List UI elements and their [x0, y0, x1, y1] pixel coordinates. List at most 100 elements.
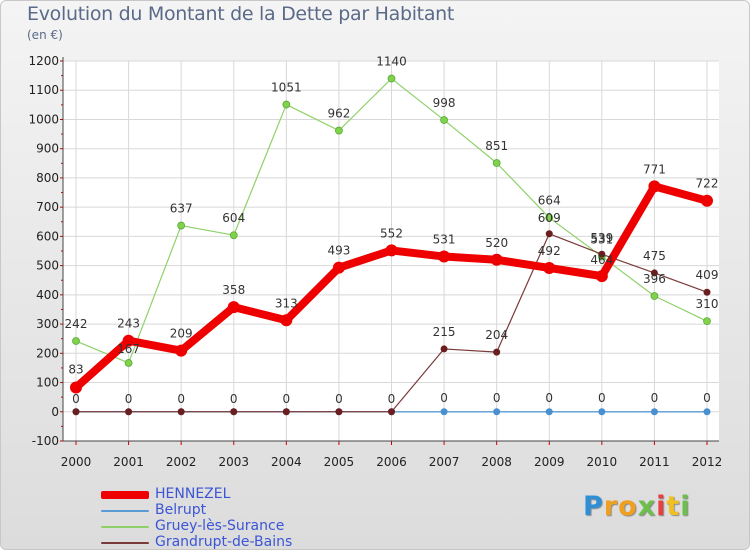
- legend-label-belrupt: Belrupt: [155, 502, 207, 518]
- data-point: [332, 261, 345, 274]
- data-label-gruey: 851: [485, 139, 508, 153]
- data-label-hennezel: 493: [327, 244, 350, 258]
- data-label-gruey: 396: [643, 272, 666, 286]
- x-tick-label: 2011: [639, 455, 670, 469]
- axes: -100010020030040050060070080090010001100…: [28, 54, 722, 469]
- data-label-hennezel: 771: [643, 162, 666, 176]
- data-point: [72, 337, 80, 345]
- y-tick-label: 1200: [28, 54, 59, 68]
- legend-swatch-hennezel: [101, 491, 149, 499]
- x-tick-label: 2001: [113, 455, 144, 469]
- x-tick-label: 2002: [166, 455, 197, 469]
- legend-swatch-grandrupt: [101, 542, 149, 544]
- y-tick-label: 300: [36, 317, 59, 331]
- data-point: [440, 408, 448, 416]
- legend-swatch-belrupt: [101, 510, 149, 512]
- x-tick-label: 2007: [429, 455, 460, 469]
- data-point: [650, 292, 659, 300]
- data-label-grandrupt: 0: [388, 392, 396, 406]
- data-point: [280, 314, 293, 327]
- legend-label-gruey: Gruey-lès-Surance: [155, 518, 285, 534]
- data-point: [545, 213, 554, 222]
- data-label-gruey: 310: [696, 297, 719, 311]
- data-point: [440, 345, 448, 353]
- x-tick-label: 2012: [692, 455, 723, 469]
- x-tick-label: 2000: [61, 455, 92, 469]
- data-label-gruey: 664: [538, 194, 561, 208]
- data-label-hennezel: 722: [696, 177, 719, 191]
- data-point: [492, 159, 501, 167]
- x-tick-label: 2009: [534, 455, 565, 469]
- data-point: [598, 408, 606, 416]
- chart-title: Evolution du Montant de la Dette par Hab…: [27, 3, 455, 25]
- data-label-grandrupt: 609: [538, 211, 561, 225]
- data-label-gruey: 998: [433, 96, 456, 110]
- legend-label-hennezel: HENNEZEL: [155, 486, 231, 502]
- data-point: [335, 408, 343, 416]
- data-label-hennezel: 531: [433, 233, 456, 247]
- chart-subtitle: (en €): [27, 28, 63, 42]
- x-tick-label: 2005: [324, 455, 355, 469]
- data-label-grandrupt: 0: [125, 392, 133, 406]
- data-label-hennezel: 520: [485, 236, 508, 250]
- data-point: [177, 221, 186, 230]
- data-labels: 83 243 209 358 313 493 552 531 520 492 464 771 722 24…: [65, 55, 719, 406]
- brand-letter: t: [666, 491, 681, 522]
- grid-lines: [63, 60, 719, 442]
- data-label-gruey: 962: [327, 107, 350, 121]
- data-point: [701, 194, 713, 207]
- data-label-grandrupt: 0: [335, 392, 343, 406]
- data-label-hennezel: 313: [275, 296, 298, 310]
- y-tick-label: 700: [36, 200, 59, 214]
- y-tick-label: 600: [36, 229, 59, 243]
- brand-letter: x: [637, 491, 657, 522]
- data-point: [388, 408, 395, 416]
- y-tick-label: 500: [36, 259, 59, 273]
- y-tick-label: 0: [51, 405, 59, 419]
- data-point: [335, 126, 343, 135]
- data-label-gruey: 604: [222, 211, 245, 225]
- data-label-belrupt: 0: [703, 391, 711, 405]
- brand-letter: i: [680, 491, 691, 522]
- data-point: [438, 250, 451, 263]
- data-point: [493, 408, 501, 416]
- data-label-grandrupt: 409: [696, 268, 719, 282]
- data-label-grandrupt: 215: [433, 325, 456, 339]
- data-label-grandrupt: 0: [230, 392, 238, 406]
- data-label-grandrupt: 475: [643, 249, 666, 263]
- data-label-belrupt: 0: [440, 391, 448, 405]
- y-tick-label: 1100: [28, 83, 59, 97]
- data-label-hennezel: 209: [170, 327, 193, 341]
- x-tick-label: 2008: [481, 455, 512, 469]
- data-label-gruey: 1140: [376, 55, 407, 69]
- data-point: [282, 408, 290, 416]
- data-label-grandrupt: 0: [283, 392, 291, 406]
- data-point: [703, 317, 711, 326]
- proxiti-logo: Proxiti: [583, 491, 691, 522]
- data-label-hennezel: 492: [538, 244, 561, 258]
- y-tick-label: 1000: [28, 112, 59, 126]
- x-tick-label: 2004: [271, 455, 302, 469]
- data-point: [545, 230, 553, 238]
- brand-letter: P: [583, 491, 604, 522]
- data-label-gruey: 637: [170, 202, 193, 216]
- data-label-gruey: 167: [117, 342, 140, 356]
- brand-letter: r: [603, 491, 619, 522]
- data-label-hennezel: 552: [380, 226, 403, 240]
- brand-letter: o: [618, 491, 638, 522]
- data-point: [177, 408, 185, 416]
- data-point: [598, 250, 606, 258]
- data-point: [595, 270, 608, 283]
- data-point: [650, 408, 658, 416]
- data-label-hennezel: 358: [222, 283, 245, 297]
- y-tick-label: 900: [36, 142, 59, 156]
- data-point: [650, 269, 658, 277]
- data-label-belrupt: 0: [493, 391, 501, 405]
- legend-swatch-gruey: [101, 526, 149, 528]
- data-label-hennezel: 83: [68, 363, 83, 377]
- y-tick-label: 200: [36, 346, 59, 360]
- data-label-grandrupt: 0: [177, 392, 185, 406]
- legend-label-grandrupt: Grandrupt-de-Bains: [155, 534, 293, 550]
